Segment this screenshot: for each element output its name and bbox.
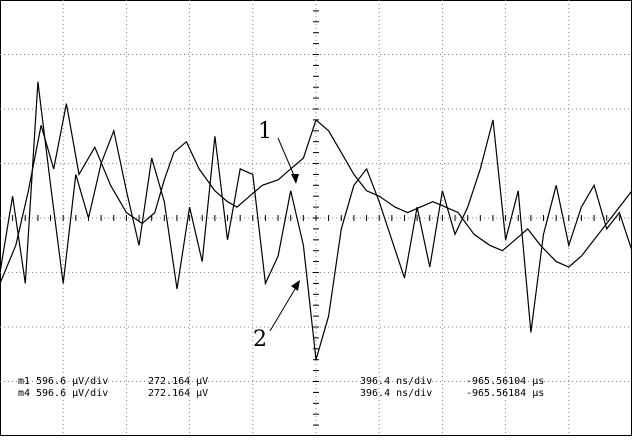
trace-2 <box>0 81 632 360</box>
readout-m4-position: -965.56184 µs <box>466 388 544 399</box>
readout-m1-offset: 272.164 µV <box>148 376 208 387</box>
readout-m1-position: -965.56104 µs <box>466 376 544 387</box>
annotation-arrow-2 <box>269 280 300 332</box>
traces <box>0 81 632 360</box>
readout-m4-offset: 272.164 µV <box>148 388 208 399</box>
readout-m1-channel: m1 <box>18 376 30 387</box>
trace-label-1: 1 <box>258 119 272 144</box>
readout-m4-channel: m4 <box>18 388 30 399</box>
readout-m1-scale: 596.6 µV/div <box>36 376 108 387</box>
readout-row-m1: m1 596.6 µV/div 272.164 µV 396.4 ns/div … <box>18 376 544 387</box>
readout-row-m4: m4 596.6 µV/div 272.164 µV 396.4 ns/div … <box>18 388 544 399</box>
trace-1 <box>0 103 632 284</box>
readout-m1-timebase: 396.4 ns/div <box>360 376 432 387</box>
readout-m4-scale: 596.6 µV/div <box>36 388 108 399</box>
trace-label-2: 2 <box>253 327 267 352</box>
readout-m4-timebase: 396.4 ns/div <box>360 388 432 399</box>
annotation-arrow-1 <box>277 137 299 184</box>
